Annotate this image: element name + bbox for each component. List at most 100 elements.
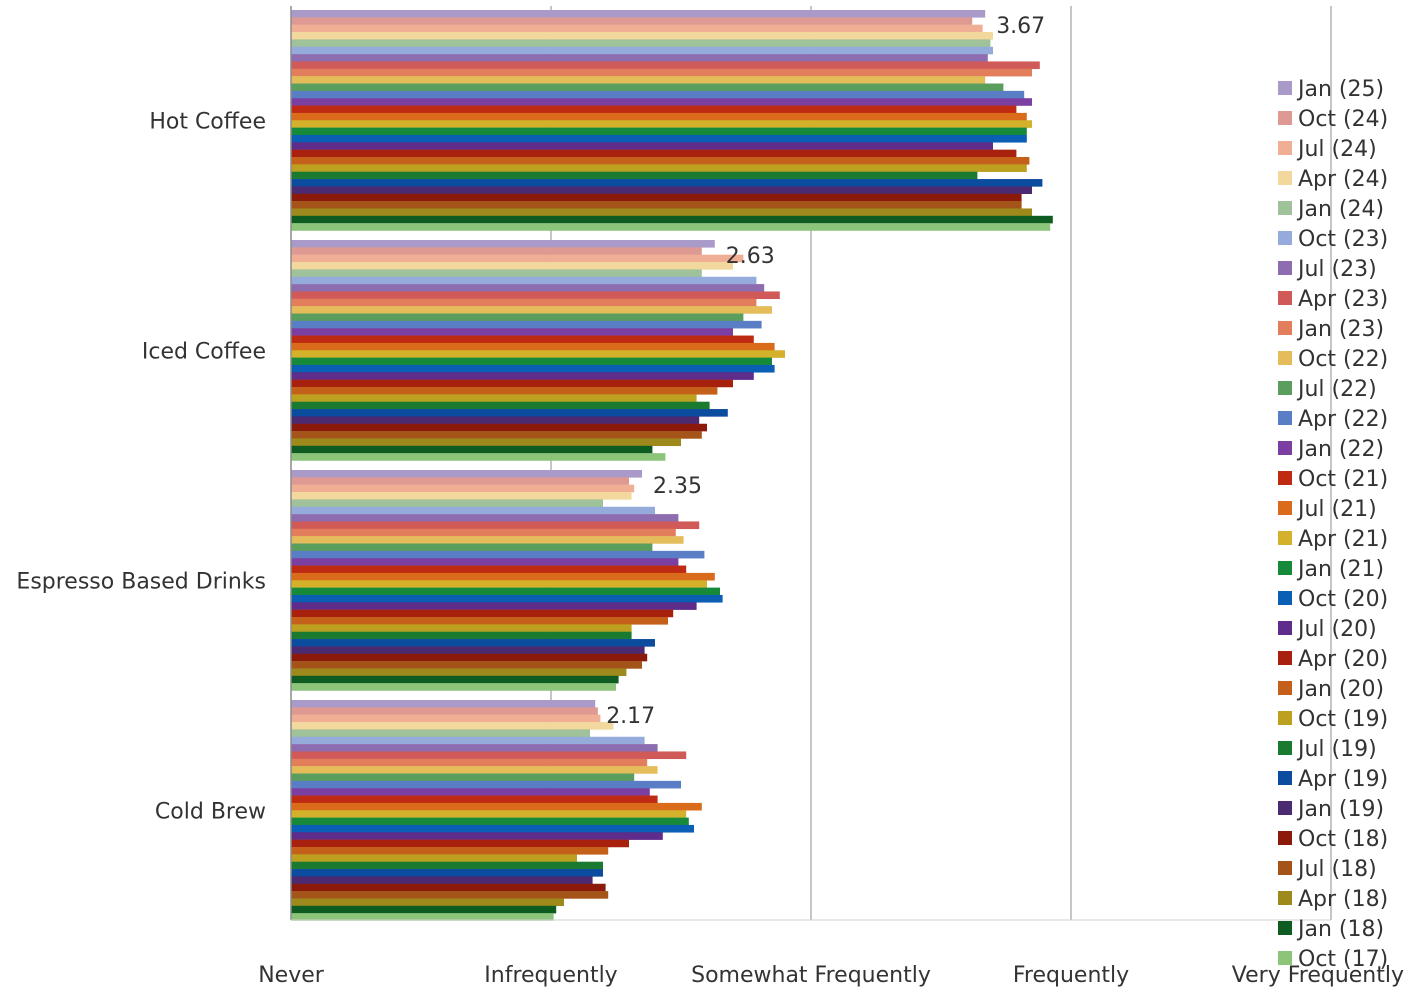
- bar: [291, 208, 1032, 217]
- bar: [291, 409, 728, 417]
- bar: [291, 773, 635, 782]
- legend-label: Jul (23): [1296, 257, 1377, 282]
- x-tick-label: Very Frequently: [1232, 963, 1404, 988]
- legend-label: Apr (21): [1298, 527, 1388, 552]
- legend-swatch: [1278, 651, 1292, 665]
- bars: [291, 10, 1053, 921]
- bar: [291, 817, 689, 826]
- legend-swatch: [1278, 141, 1292, 155]
- legend-swatch: [1278, 591, 1292, 605]
- legend-label: Jan (24): [1296, 197, 1384, 222]
- bar: [291, 661, 642, 669]
- category-label: Cold Brew: [155, 799, 266, 824]
- bar: [291, 499, 603, 507]
- legend-swatch: [1278, 921, 1292, 935]
- bar: [291, 201, 1022, 209]
- bar: [291, 39, 991, 47]
- bar: [291, 543, 653, 552]
- legend-swatch: [1278, 111, 1292, 125]
- bar: [291, 357, 772, 366]
- bar: [291, 46, 993, 55]
- x-tick-label: Never: [258, 963, 325, 988]
- bar: [291, 120, 1032, 128]
- bar: [291, 416, 700, 424]
- bar: [291, 171, 978, 180]
- legend-label: Oct (20): [1298, 587, 1388, 612]
- legend-label: Apr (18): [1298, 887, 1388, 912]
- bar: [291, 298, 757, 307]
- bar: [291, 714, 601, 723]
- bar: [291, 514, 679, 522]
- bar: [291, 558, 679, 566]
- legend-swatch: [1278, 681, 1292, 695]
- bar: [291, 164, 1027, 172]
- category-label: Espresso Based Drinks: [16, 569, 266, 594]
- bar: [291, 127, 1027, 136]
- axes: [290, 6, 1331, 921]
- bar: [291, 602, 697, 610]
- bar: [291, 477, 629, 485]
- bar: [291, 736, 645, 745]
- bar: [291, 675, 619, 684]
- x-tick-label: Frequently: [1013, 963, 1129, 988]
- bar: [291, 76, 986, 84]
- bar: [291, 869, 603, 877]
- bar: [291, 291, 780, 300]
- bar: [291, 423, 707, 432]
- legend-label: Jul (21): [1296, 497, 1377, 522]
- bar: [291, 68, 1032, 77]
- legend-label: Jan (20): [1296, 677, 1384, 702]
- category-label: Hot Coffee: [149, 109, 266, 134]
- bar: [291, 795, 658, 804]
- bar: [291, 149, 1017, 158]
- bar: [291, 521, 700, 530]
- bar: [291, 639, 655, 647]
- legend-label: Oct (18): [1298, 827, 1388, 852]
- bar: [291, 193, 1022, 202]
- bar: [291, 905, 557, 914]
- bar: [291, 707, 598, 715]
- bar: [291, 506, 655, 515]
- bar: [291, 10, 986, 18]
- bar: [291, 112, 1027, 121]
- legend-label: Jul (18): [1296, 857, 1377, 882]
- bar: [291, 105, 1017, 114]
- legend-label: Apr (20): [1298, 647, 1388, 672]
- bar: [291, 624, 632, 632]
- bar: [291, 751, 687, 760]
- bar: [291, 54, 988, 62]
- bar: [291, 810, 687, 818]
- bar: [291, 780, 681, 789]
- bar: [291, 766, 658, 774]
- bar: [291, 854, 577, 862]
- legend-label: Apr (23): [1298, 287, 1388, 312]
- legend-swatch: [1278, 351, 1292, 365]
- bar: [291, 839, 629, 848]
- legend-swatch: [1278, 171, 1292, 185]
- bar: [291, 744, 658, 752]
- bar: [291, 379, 733, 388]
- bar: [291, 847, 609, 855]
- bar: [291, 387, 718, 395]
- bar: [291, 215, 1053, 224]
- legend-label: Jul (24): [1296, 137, 1377, 162]
- bar: [291, 335, 754, 344]
- bar: [291, 342, 775, 351]
- legend-label: Jul (22): [1296, 377, 1377, 402]
- bar: [291, 98, 1032, 106]
- bar: [291, 492, 632, 500]
- x-tick-label: Somewhat Frequently: [691, 963, 931, 988]
- legend-swatch: [1278, 741, 1292, 755]
- labels: Hot Coffee 3.67 Iced Coffee 2.63 Espresso Ba…: [16, 14, 1404, 988]
- bar: [291, 722, 614, 730]
- data-label: 2.63: [726, 244, 775, 269]
- bar: [291, 372, 754, 380]
- bar: [291, 134, 1027, 143]
- legend-label: Jan (21): [1296, 557, 1384, 582]
- bar: [291, 17, 973, 25]
- bar: [291, 668, 627, 677]
- legend-swatch: [1278, 861, 1292, 875]
- bar: [291, 646, 645, 654]
- data-label: 2.35: [653, 474, 702, 499]
- legend-swatch: [1278, 501, 1292, 515]
